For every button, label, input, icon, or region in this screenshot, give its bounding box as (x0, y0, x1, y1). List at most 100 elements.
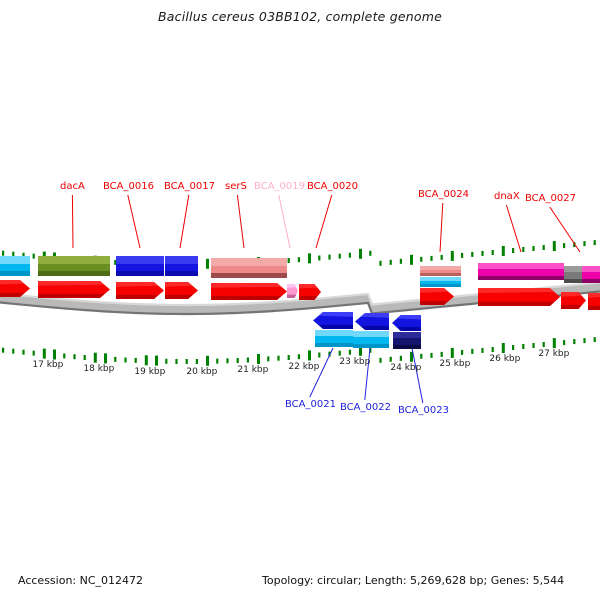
feature-arrow-shadow (478, 301, 555, 306)
arrow-serS[interactable] (211, 283, 287, 300)
axis-tick-major (206, 258, 209, 269)
axis-tick-label: 20 kbp (186, 366, 218, 377)
gene-label[interactable]: BCA_0027 (525, 193, 576, 204)
axis-tick-minor (369, 250, 372, 256)
box-gray[interactable] (564, 266, 582, 283)
gene-label[interactable]: BCA_0023 (398, 405, 449, 416)
gene-label[interactable]: dnaX (494, 191, 520, 202)
gene-label[interactable]: BCA_0019 (254, 181, 305, 192)
feature-arrow-highlight (588, 293, 600, 298)
axis-tick-minor (491, 250, 494, 255)
box-cyan-small[interactable] (420, 277, 461, 287)
box-highlight (420, 277, 461, 281)
feature-arrow-highlight (318, 312, 353, 317)
feature-arrow-highlight (38, 281, 105, 286)
axis-tick-label: 19 kbp (134, 366, 166, 377)
box-navy-lower[interactable] (393, 332, 421, 349)
axis-tick-major (450, 250, 454, 261)
box-magenta-1[interactable] (478, 263, 564, 280)
axis-tick-minor (399, 258, 402, 264)
arrow-BCA_0018[interactable] (165, 282, 198, 299)
gene-label[interactable]: BCA_0021 (285, 399, 336, 410)
arrow-dnaX[interactable] (478, 288, 560, 306)
feature-arrow-highlight (396, 315, 421, 320)
arrow-dacA[interactable] (0, 280, 30, 297)
axis-tick-minor (512, 345, 515, 350)
feature-arrow-highlight (287, 284, 297, 288)
axis-tick-major (501, 343, 505, 353)
box-magenta-2[interactable] (582, 266, 600, 283)
box-shadow (165, 270, 198, 276)
box-shadow (353, 343, 389, 348)
label-leader-line (236, 194, 245, 249)
gene-label[interactable]: BCA_0016 (103, 181, 154, 192)
arrow-BCA_0024[interactable] (420, 288, 454, 305)
axis-tick-minor (216, 358, 219, 364)
box-blue-2[interactable] (165, 256, 198, 276)
page-title: Bacillus cereus 03BB102, complete genome (157, 9, 443, 24)
box-shadow (420, 273, 461, 276)
arrow-BCA_0016[interactable] (38, 281, 110, 298)
box-blue-1[interactable] (116, 256, 164, 276)
axis-tick-major (410, 254, 413, 265)
box-olive[interactable] (38, 256, 110, 276)
axis-tick-major (359, 248, 362, 259)
arrow-BCA_0022[interactable] (355, 313, 389, 330)
axis-tick-label: 21 kbp (237, 365, 269, 376)
arrow-BCA_0023[interactable] (392, 315, 421, 331)
label-leader-line (364, 347, 371, 401)
arrow-BCA_0027[interactable] (588, 293, 600, 310)
gene-label[interactable]: BCA_0017 (164, 181, 215, 192)
box-shadow (420, 284, 461, 287)
axis-tick-major (144, 355, 148, 366)
box-highlight (393, 332, 421, 339)
feature-arrow-highlight (360, 313, 389, 318)
feature-arrow-shadow (116, 294, 159, 299)
feature-arrow-shadow (0, 292, 25, 297)
axis-tick-minor (297, 354, 300, 360)
axis-tick-minor (471, 348, 474, 354)
axis-tick-major (53, 349, 56, 360)
gene-label[interactable]: BCA_0020 (307, 181, 358, 192)
gene-label[interactable]: dacA (60, 181, 85, 192)
axis-tick-minor (461, 349, 464, 355)
arrow-BCA_0021[interactable] (313, 312, 353, 329)
axis-tick-minor (461, 252, 464, 258)
label-leader-line (127, 194, 141, 249)
gene-label[interactable]: serS (225, 181, 247, 192)
axis-tick-minor (389, 259, 392, 265)
axis-tick-major (93, 352, 97, 363)
axis-tick-label: 22 kbp (288, 361, 320, 372)
feature-arrow-highlight (478, 288, 555, 294)
arrow-BCA_0019[interactable] (287, 284, 298, 298)
axis-tick-minor (542, 245, 545, 250)
axis-tick-minor (328, 351, 331, 357)
axis-tick-minor (114, 356, 117, 362)
arrow-BCA_0026[interactable] (561, 292, 586, 309)
axis-tick-minor (134, 357, 137, 363)
label-leader-line (411, 347, 424, 404)
arrow-BCA_0017[interactable] (116, 282, 164, 299)
axis-tick-minor (22, 349, 25, 355)
box-cyan-left[interactable] (0, 256, 30, 276)
box-highlight (420, 266, 461, 270)
box-highlight (38, 256, 110, 264)
gene-label[interactable]: BCA_0024 (418, 189, 469, 200)
feature-arrow-shadow (287, 294, 297, 298)
box-cyan-lower-1[interactable] (315, 330, 353, 347)
axis-tick-minor (246, 357, 249, 363)
axis-tick-minor (32, 350, 35, 356)
axis-tick-minor (491, 347, 494, 352)
axis-tick-major (42, 348, 46, 359)
gene-label[interactable]: BCA_0022 (340, 402, 391, 413)
axis-tick-label: 26 kbp (489, 353, 521, 364)
arrow-BCA_0020[interactable] (299, 284, 321, 300)
box-cyan-lower-2[interactable] (353, 331, 389, 348)
axis-tick-minor (542, 342, 545, 347)
axis-tick-minor (328, 254, 331, 260)
axis-tick-minor (185, 359, 188, 364)
axis-tick-minor (420, 353, 423, 359)
box-salmon[interactable] (211, 258, 287, 278)
box-salmon-small[interactable] (420, 266, 461, 276)
axis-tick-minor (114, 259, 117, 265)
